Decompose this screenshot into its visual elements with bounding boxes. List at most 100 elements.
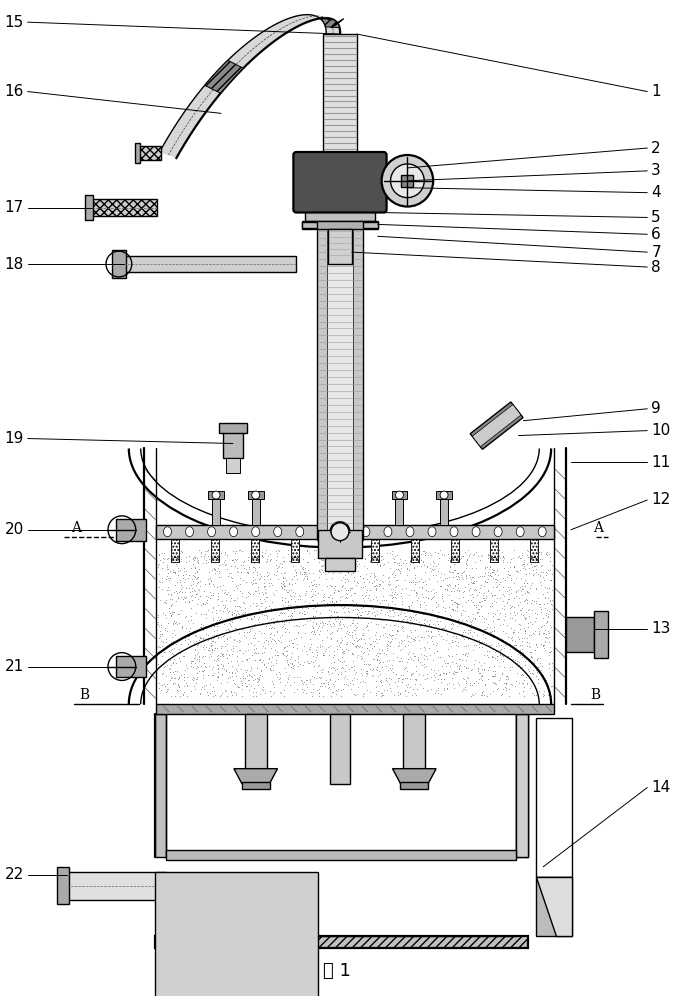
- Point: [489, 627, 500, 643]
- Point: [375, 602, 386, 618]
- Point: [389, 630, 400, 646]
- Point: [211, 651, 222, 667]
- Point: [420, 573, 431, 589]
- Point: [219, 638, 230, 654]
- Point: [298, 638, 309, 654]
- Point: [472, 601, 483, 617]
- Point: [360, 587, 371, 603]
- Point: [522, 592, 533, 608]
- Point: [168, 666, 179, 682]
- Point: [493, 542, 504, 558]
- Point: [309, 587, 320, 603]
- Point: [447, 548, 458, 564]
- Point: [494, 605, 505, 621]
- Point: [536, 546, 547, 562]
- Point: [269, 566, 279, 582]
- Point: [479, 655, 489, 671]
- Point: [175, 574, 186, 590]
- Point: [253, 652, 264, 668]
- Point: [525, 665, 536, 681]
- Point: [166, 657, 177, 673]
- Text: B: B: [591, 688, 601, 702]
- Point: [358, 686, 369, 702]
- Point: [266, 575, 277, 591]
- Point: [402, 561, 412, 577]
- Point: [483, 637, 494, 653]
- Point: [469, 582, 480, 598]
- Point: [477, 687, 487, 703]
- Point: [212, 640, 223, 656]
- Point: [504, 591, 514, 607]
- Point: [192, 552, 203, 568]
- Point: [250, 640, 261, 656]
- Point: [315, 566, 326, 582]
- Point: [242, 652, 252, 668]
- Point: [223, 622, 234, 638]
- Point: [400, 660, 410, 676]
- Point: [435, 686, 446, 702]
- Point: [397, 653, 408, 669]
- Point: [267, 631, 278, 647]
- Point: [157, 648, 167, 664]
- Point: [215, 648, 225, 664]
- Point: [331, 683, 342, 699]
- Point: [532, 664, 543, 680]
- Point: [251, 564, 262, 580]
- Point: [329, 558, 340, 574]
- Point: [254, 623, 265, 639]
- Point: [178, 642, 188, 658]
- Point: [157, 677, 168, 693]
- Point: [195, 588, 206, 604]
- Point: [470, 637, 481, 653]
- Point: [392, 586, 402, 602]
- Point: [350, 630, 361, 646]
- Point: [490, 587, 501, 603]
- Point: [493, 611, 504, 627]
- Point: [265, 683, 275, 699]
- Point: [342, 582, 353, 598]
- Point: [155, 639, 165, 655]
- Point: [475, 548, 486, 564]
- Point: [435, 578, 446, 594]
- Point: [346, 672, 357, 688]
- Point: [385, 608, 396, 624]
- Point: [199, 658, 210, 674]
- Point: [411, 612, 422, 628]
- Point: [202, 543, 213, 559]
- Point: [493, 658, 504, 674]
- Point: [467, 628, 478, 644]
- Point: [495, 574, 506, 590]
- Point: [414, 550, 425, 566]
- Point: [254, 651, 265, 667]
- Point: [229, 608, 240, 624]
- Point: [384, 577, 395, 593]
- Point: [404, 587, 414, 603]
- Point: [488, 546, 499, 562]
- Point: [454, 549, 464, 565]
- Point: [427, 636, 438, 652]
- Point: [250, 684, 261, 700]
- Point: [336, 688, 347, 704]
- Point: [283, 594, 294, 610]
- Point: [441, 680, 452, 696]
- Point: [237, 585, 248, 601]
- Point: [235, 583, 246, 599]
- Point: [410, 648, 421, 664]
- Point: [352, 649, 362, 665]
- Point: [445, 559, 456, 575]
- Point: [179, 589, 190, 605]
- Point: [374, 652, 385, 668]
- Point: [431, 584, 441, 600]
- Point: [489, 587, 500, 603]
- Point: [522, 584, 533, 600]
- Point: [213, 630, 224, 646]
- Point: [423, 618, 433, 634]
- Point: [527, 559, 538, 575]
- Point: [326, 590, 337, 606]
- Point: [163, 572, 174, 588]
- Point: [417, 553, 428, 569]
- Point: [423, 682, 433, 698]
- Bar: [112, 250, 126, 278]
- Point: [213, 565, 224, 581]
- Point: [287, 608, 298, 624]
